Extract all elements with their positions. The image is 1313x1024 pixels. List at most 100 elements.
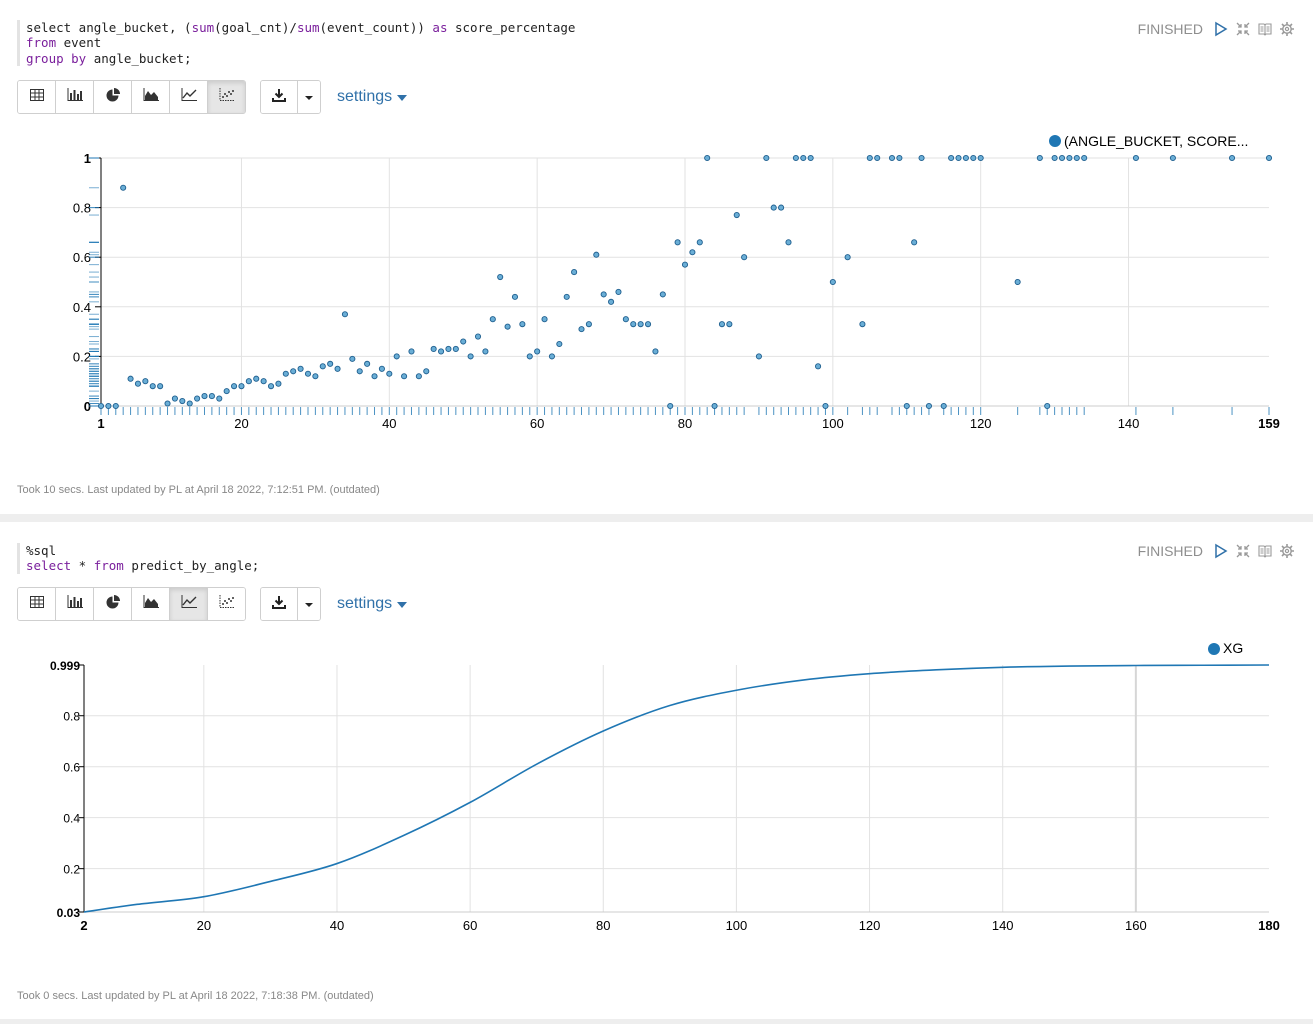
run-icon[interactable] <box>1213 543 1229 559</box>
download-options-button[interactable] <box>297 588 320 620</box>
y-tick-label: 0.4 <box>73 300 91 315</box>
gear-icon[interactable] <box>1279 21 1295 37</box>
data-point <box>755 353 762 360</box>
paragraph-2: %sql select * from predict_by_angle; FIN… <box>0 522 1313 1019</box>
book-icon[interactable] <box>1257 21 1273 37</box>
bar-chart-button[interactable] <box>56 81 94 113</box>
data-point <box>644 321 652 328</box>
download-options-button[interactable] <box>297 81 320 113</box>
download-button[interactable] <box>261 81 297 113</box>
series-line-xg <box>83 664 1270 913</box>
caret-down-icon <box>397 88 408 106</box>
data-point <box>726 321 733 328</box>
data-point <box>312 373 319 380</box>
y-tick-label: 0.03 <box>57 906 81 920</box>
data-point <box>652 348 659 355</box>
pie-chart-icon <box>106 594 120 614</box>
data-point <box>134 380 142 387</box>
data-point <box>548 353 555 360</box>
data-point <box>349 355 356 362</box>
data-point <box>925 402 932 410</box>
x-tick-label: 80 <box>596 918 610 933</box>
data-point <box>785 239 792 246</box>
x-tick-label: 60 <box>463 918 477 933</box>
visualization-toolbar-1: settings <box>17 80 408 114</box>
y-tick-label: 0.8 <box>63 710 80 724</box>
data-point <box>622 316 629 323</box>
gear-icon[interactable] <box>1279 543 1295 559</box>
data-point <box>1169 154 1176 162</box>
x-tick-label: 60 <box>530 416 544 431</box>
data-point <box>541 316 548 323</box>
status-label: FINISHED <box>1137 21 1203 37</box>
x-tick-label: 160 <box>1125 918 1147 933</box>
x-tick-label: 2 <box>80 918 87 933</box>
hide-editor-icon[interactable] <box>1235 21 1251 37</box>
legend-marker <box>1049 135 1061 147</box>
bar-chart-button[interactable] <box>56 588 94 620</box>
data-point <box>445 345 452 353</box>
data-point <box>792 154 799 162</box>
x-tick-label: 100 <box>822 416 844 431</box>
data-point <box>534 348 541 355</box>
data-point <box>578 326 585 333</box>
data-point <box>733 211 740 219</box>
visualization-toolbar-2: settings <box>17 587 408 621</box>
data-point <box>327 360 334 367</box>
pie-chart-button[interactable] <box>94 588 132 620</box>
area-chart-button[interactable] <box>132 588 170 620</box>
scatter-chart-button[interactable] <box>208 588 245 620</box>
area-chart-button[interactable] <box>132 81 170 113</box>
data-point <box>157 383 164 390</box>
code-editor-2[interactable]: %sql select * from predict_by_angle; <box>17 543 259 574</box>
line-chart-button[interactable] <box>170 81 208 113</box>
run-icon[interactable] <box>1213 21 1229 37</box>
download-button[interactable] <box>261 588 297 620</box>
settings-label: settings <box>337 88 393 105</box>
data-point <box>378 365 385 372</box>
settings-toggle[interactable]: settings <box>337 595 408 613</box>
data-point <box>356 368 363 375</box>
pie-chart-button[interactable] <box>94 81 132 113</box>
data-point <box>807 154 814 162</box>
table-button[interactable] <box>18 588 56 620</box>
data-point <box>615 288 622 295</box>
y-tick-label: 0.8 <box>73 201 91 216</box>
data-point <box>608 298 615 305</box>
x-tick-label: 120 <box>970 416 992 431</box>
table-button[interactable] <box>18 81 56 113</box>
data-point <box>874 154 881 162</box>
book-icon[interactable] <box>1257 543 1273 559</box>
y-tick-label: 0.6 <box>63 761 80 775</box>
data-point <box>704 154 711 162</box>
data-point <box>674 239 681 246</box>
download-group <box>260 80 321 114</box>
x-tick-label: 120 <box>859 918 881 933</box>
scatter-chart-icon <box>219 88 235 106</box>
line-chart-button[interactable] <box>170 588 208 620</box>
data-point <box>630 321 637 328</box>
data-point <box>452 345 459 353</box>
data-point <box>149 383 156 390</box>
data-point <box>393 353 400 360</box>
settings-toggle[interactable]: settings <box>337 88 408 106</box>
line-chart-icon <box>181 88 197 106</box>
data-point <box>1044 402 1051 410</box>
code-editor-1[interactable]: select angle_bucket, (sum(goal_cnt)/sum(… <box>17 20 575 66</box>
download-icon <box>272 595 286 614</box>
hide-editor-icon[interactable] <box>1235 543 1251 559</box>
data-point <box>1036 154 1043 162</box>
data-point <box>1073 154 1080 162</box>
data-point <box>718 321 726 328</box>
data-point <box>859 321 866 328</box>
data-point <box>423 368 430 375</box>
data-point <box>681 261 689 268</box>
scatter-chart-button[interactable] <box>208 81 245 113</box>
chart-type-buttons <box>17 80 246 114</box>
data-point <box>208 393 215 400</box>
y-tick-label: 0.2 <box>63 863 80 877</box>
data-point <box>467 353 474 360</box>
paragraph-status-bar: FINISHED <box>1138 21 1295 37</box>
data-point <box>977 154 984 162</box>
data-point <box>511 293 519 300</box>
